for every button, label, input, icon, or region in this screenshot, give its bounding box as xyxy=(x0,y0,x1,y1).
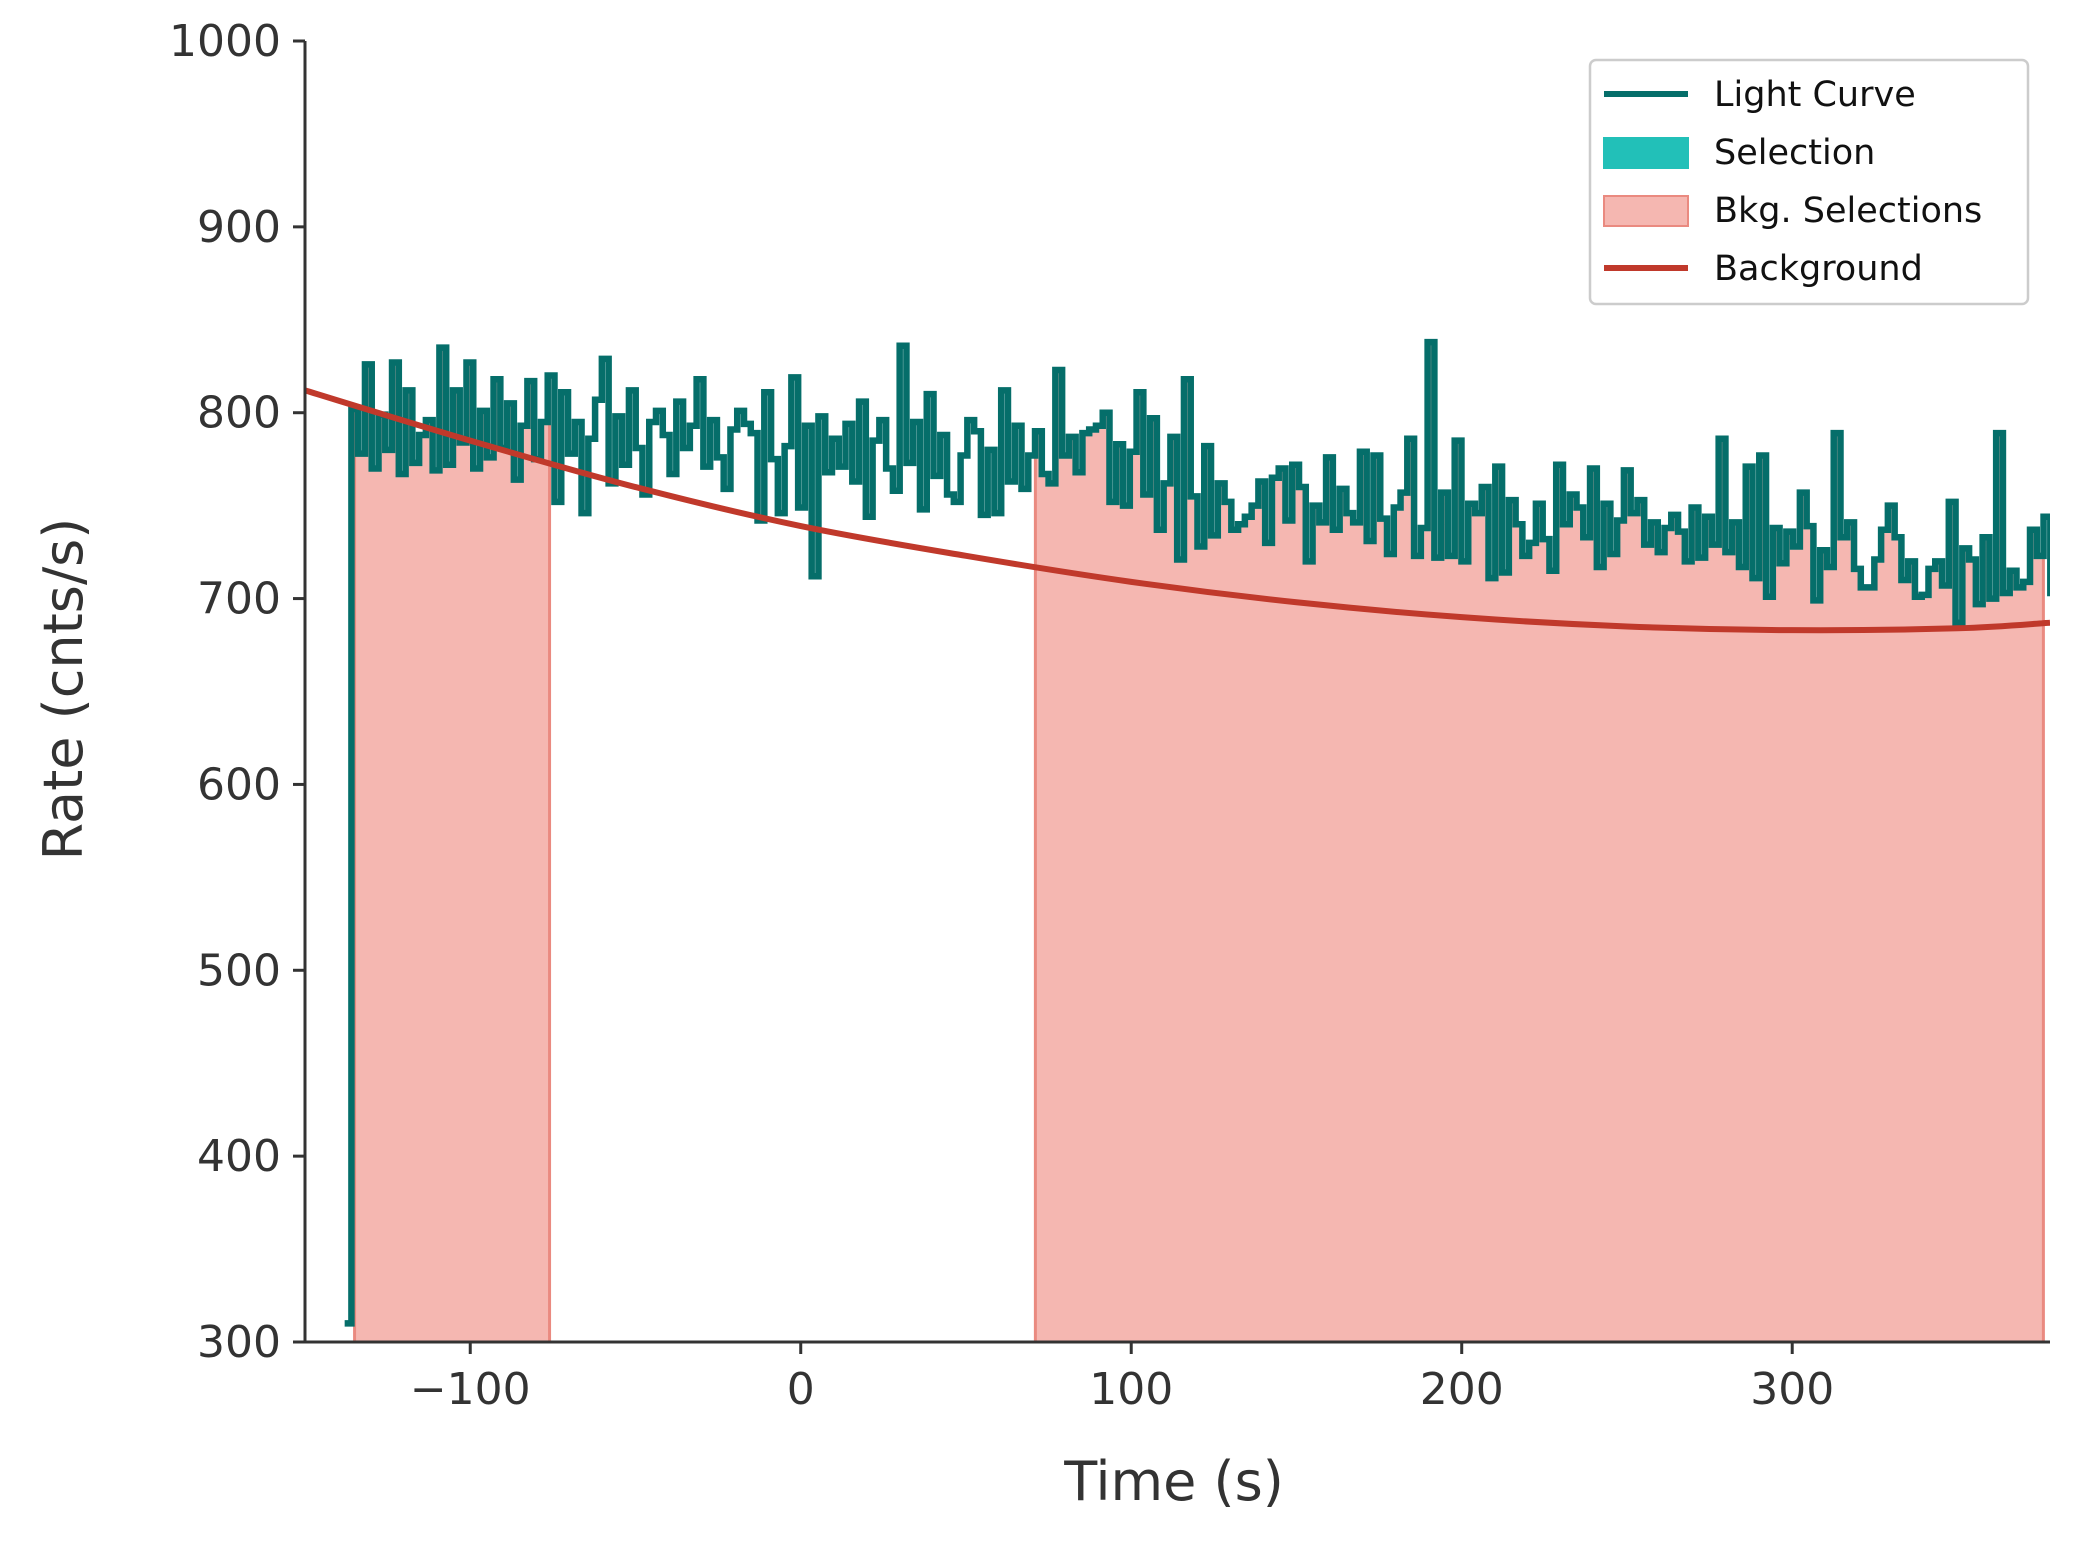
y-tick-label: 700 xyxy=(197,574,281,625)
x-tick-label: −100 xyxy=(410,1364,531,1415)
y-tick-label: 300 xyxy=(197,1317,281,1368)
y-tick-label: 800 xyxy=(197,388,281,439)
x-tick-label: 0 xyxy=(787,1364,815,1415)
light-curve-layer xyxy=(344,338,2050,1327)
legend-label-2: Selection xyxy=(1714,133,1875,173)
legend-swatch-3 xyxy=(1603,195,1689,227)
background-model-line xyxy=(305,387,2050,634)
bkg-selection-region-1 xyxy=(353,346,552,1342)
y-tick-label: 600 xyxy=(197,759,281,810)
y-axis-title: Rate (cnts/s) xyxy=(32,518,95,861)
x-tick-label: 200 xyxy=(1420,1364,1504,1415)
background-model-layer xyxy=(305,387,2050,634)
legend-label-3: Bkg. Selections xyxy=(1714,191,1982,231)
light-curve-line xyxy=(344,338,2050,1327)
y-tick-label: 900 xyxy=(197,202,281,253)
y-tick-label: 400 xyxy=(197,1131,281,1182)
x-tick-label: 100 xyxy=(1089,1364,1173,1415)
x-axis-title: Time (s) xyxy=(1063,1450,1284,1513)
x-tick-label: 300 xyxy=(1750,1364,1834,1415)
y-tick-label: 500 xyxy=(197,945,281,996)
legend-label-1: Light Curve xyxy=(1714,75,1916,115)
background-selections xyxy=(353,340,2045,1342)
legend-label-4: Background xyxy=(1714,249,1923,289)
y-tick-label: 1000 xyxy=(169,16,281,67)
legend: Light Curve Selection Bkg. Selections Backg… xyxy=(1588,58,2030,306)
legend-box xyxy=(1588,58,2030,306)
axes: −100 0 100 200 300 300 400 500 600 700 800 900 1000 xyxy=(169,16,2050,1415)
legend-swatch-2 xyxy=(1603,137,1689,169)
